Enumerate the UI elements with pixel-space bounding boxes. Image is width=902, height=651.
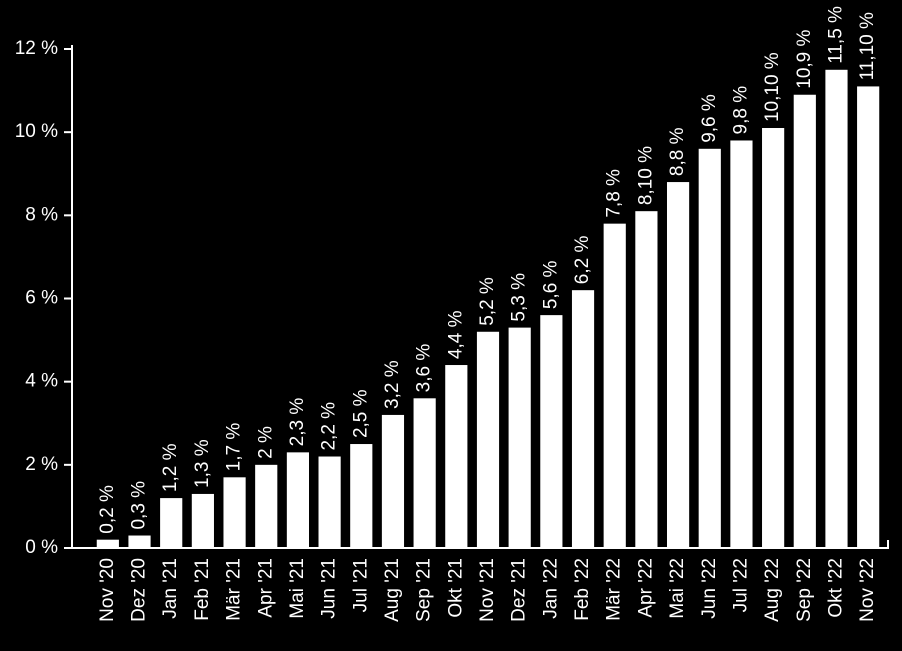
y-tick-label: 0 % <box>25 537 58 558</box>
bar <box>381 414 405 548</box>
x-tick-label: Feb '21 <box>192 558 213 621</box>
x-tick-label: Nov '21 <box>477 558 498 622</box>
x-tick-label: Mai '21 <box>287 558 308 619</box>
x-tick-label: Nov '22 <box>857 558 878 622</box>
x-tick-label: Apr '22 <box>635 558 656 618</box>
value-label: 8,8 % <box>667 127 688 176</box>
value-label: 9,6 % <box>699 94 720 143</box>
bar <box>603 223 626 548</box>
bar <box>540 315 563 548</box>
x-tick-label: Feb '22 <box>572 558 593 621</box>
bar <box>793 94 816 548</box>
bar <box>857 86 880 549</box>
x-tick-label: Sep '21 <box>414 558 435 622</box>
bar <box>350 444 373 548</box>
x-tick-label: Apr '21 <box>255 558 276 618</box>
x-tick-label: Aug '22 <box>762 558 783 622</box>
bar <box>96 539 119 548</box>
value-label: 0,3 % <box>129 481 150 530</box>
x-tick-label: Sep '22 <box>794 558 815 622</box>
x-tick-label: Aug '21 <box>382 558 403 622</box>
bar <box>635 211 658 549</box>
bar <box>730 140 753 548</box>
value-label: 10,9 % <box>794 29 815 88</box>
x-tick-label: Dez '20 <box>129 558 150 622</box>
value-label: 4,4 % <box>445 310 466 359</box>
value-label: 8,10 % <box>635 146 656 205</box>
value-label: 7,8 % <box>604 169 625 218</box>
x-tick-label: Jan '22 <box>540 558 561 619</box>
x-tick-label: Jun '22 <box>699 558 720 619</box>
bar <box>318 456 341 548</box>
value-label: 1,3 % <box>192 439 213 488</box>
bar <box>508 327 531 548</box>
value-label: 11,10 % <box>857 12 878 80</box>
bar <box>666 182 690 549</box>
x-tick-label: Dez '21 <box>509 558 530 622</box>
value-label: 5,6 % <box>540 260 561 309</box>
value-label: 0,2 % <box>97 485 118 534</box>
x-tick-label: Okt '22 <box>825 558 846 618</box>
x-tick-label: Jan '21 <box>160 558 181 619</box>
value-label: 9,8 % <box>730 86 751 135</box>
bar <box>191 493 214 548</box>
bar <box>413 398 436 548</box>
bar <box>762 128 785 548</box>
y-tick-label: 8 % <box>25 204 58 225</box>
y-tick-label: 12 % <box>15 38 58 59</box>
value-label: 2,3 % <box>287 398 308 447</box>
bar <box>476 331 500 548</box>
value-label: 3,6 % <box>414 344 435 393</box>
x-tick-label: Jul '21 <box>350 558 371 612</box>
y-tick-label: 10 % <box>15 121 58 142</box>
value-label: 5,3 % <box>509 273 530 322</box>
x-tick-label: Jun '21 <box>319 558 340 619</box>
bar <box>445 365 468 548</box>
y-tick-label: 6 % <box>25 288 58 309</box>
bar <box>698 148 721 549</box>
x-tick-label: Jul '22 <box>730 558 751 612</box>
bar <box>128 535 151 548</box>
y-tick-label: 2 % <box>25 454 58 475</box>
x-tick-label: Nov '20 <box>97 558 118 622</box>
bar <box>160 498 183 548</box>
value-label: 11,5 % <box>825 6 846 64</box>
value-label: 2,5 % <box>350 389 371 438</box>
x-tick-label: Mai '22 <box>667 558 688 619</box>
x-tick-label: Okt '21 <box>445 558 466 618</box>
value-label: 5,2 % <box>477 277 498 326</box>
value-label: 2 % <box>255 426 276 459</box>
value-label: 10,10 % <box>762 52 783 122</box>
value-label: 3,2 % <box>382 360 403 409</box>
x-tick-label: Mär '22 <box>604 558 625 621</box>
value-label: 2,2 % <box>319 402 340 451</box>
value-label: 1,7 % <box>224 423 245 472</box>
value-label: 6,2 % <box>572 235 593 284</box>
value-label: 1,2 % <box>160 443 181 492</box>
x-tick-label: Mär '21 <box>224 558 245 621</box>
bar <box>223 477 246 548</box>
bar <box>255 464 278 548</box>
bar <box>286 452 310 548</box>
y-tick-label: 4 % <box>25 371 58 392</box>
bar <box>571 290 595 548</box>
bar <box>825 69 848 549</box>
